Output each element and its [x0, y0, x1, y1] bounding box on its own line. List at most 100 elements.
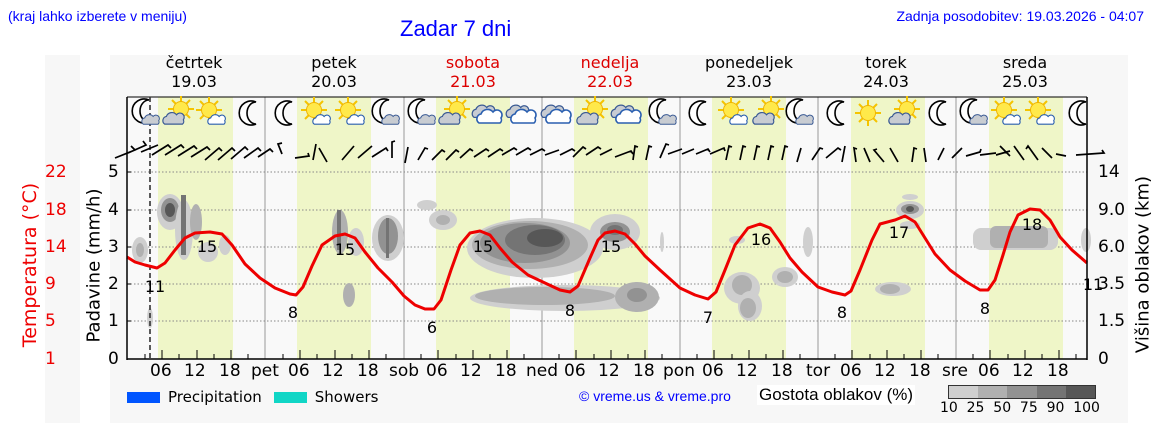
- hour-label: 06: [426, 361, 448, 381]
- tick: 0: [1098, 349, 1109, 369]
- x-axis-labels: 06 12 18 pet 06 12 18 sob 06 12 18 ned 0…: [0, 361, 1152, 383]
- precipitation-swatch: [127, 391, 160, 403]
- day-date: 19.03: [171, 72, 217, 91]
- last-update: Zadnja posodobitev: 19.03.2026 - 04:07: [896, 8, 1144, 24]
- day-name: ponedeljek: [705, 53, 793, 72]
- day-name: torek: [865, 53, 907, 72]
- tick: 1.5: [1098, 311, 1126, 331]
- tick: 0: [108, 349, 119, 369]
- svg-text:15: 15: [197, 237, 217, 256]
- precipitation-label: Precipitation: [168, 388, 262, 406]
- cloud-density-label: Gostota oblakov (%): [757, 385, 916, 405]
- density-swatch: [1036, 386, 1066, 398]
- temp-axis-panel: [45, 55, 80, 423]
- tick: 9: [45, 274, 56, 294]
- page-title: Zadar 7 dni: [400, 16, 512, 41]
- density-swatch: [978, 386, 1008, 398]
- day-short-label: pet: [251, 361, 279, 381]
- svg-text:7: 7: [703, 308, 713, 327]
- svg-text:15: 15: [601, 237, 621, 256]
- tick: 22: [45, 162, 67, 182]
- tick: 25: [966, 400, 985, 416]
- cloud-density-ticks: 10 25 50 75 90 100: [940, 400, 1100, 416]
- tick: 2: [108, 274, 119, 294]
- tick: 5: [108, 162, 119, 182]
- hour-label: 06: [288, 361, 310, 381]
- hour-label: 18: [219, 361, 241, 381]
- tick: 1: [45, 349, 56, 369]
- svg-text:17: 17: [889, 223, 909, 242]
- showers-swatch: [273, 391, 307, 403]
- tick: 75: [1019, 400, 1038, 416]
- hour-label: 12: [1012, 361, 1034, 381]
- temperature-line: [126, 207, 1088, 311]
- day-header: sobota 21.03: [404, 53, 542, 91]
- day-date: 24.03: [863, 72, 909, 91]
- day-name: sreda: [1002, 53, 1048, 72]
- hour-label: 12: [598, 361, 620, 381]
- svg-text:15: 15: [473, 237, 493, 256]
- day-header: četrtek 19.03: [125, 53, 263, 91]
- copyright-link[interactable]: © vreme.us & vreme.pro: [579, 388, 731, 404]
- showers-label: Showers: [314, 388, 379, 406]
- tick: 90: [1046, 400, 1065, 416]
- day-date: 22.03: [587, 72, 633, 91]
- hour-label: 12: [874, 361, 896, 381]
- day-name: četrtek: [165, 53, 223, 72]
- temp-axis-label: Temperatura (°C): [19, 182, 41, 348]
- day-header: torek 24.03: [817, 53, 955, 91]
- day-short-label: pon: [663, 361, 695, 381]
- density-swatch: [1007, 386, 1037, 398]
- svg-text:11: 11: [1083, 275, 1103, 294]
- day-name: sobota: [445, 53, 501, 72]
- day-header: petek 20.03: [265, 53, 403, 91]
- x-ticks: [144, 350, 1077, 359]
- day-date: 25.03: [1002, 72, 1048, 91]
- cloud-density-areas: [132, 194, 1091, 328]
- day-header: sreda 25.03: [956, 53, 1094, 91]
- svg-text:15: 15: [335, 240, 355, 259]
- tick: 14: [1098, 162, 1120, 182]
- day-name: nedelja: [580, 53, 640, 72]
- svg-text:8: 8: [837, 303, 847, 322]
- tick: 100: [1073, 400, 1100, 416]
- hour-label: 18: [909, 361, 931, 381]
- tick: 3: [108, 237, 119, 257]
- day-date: 23.03: [726, 72, 772, 91]
- hour-label: 12: [322, 361, 344, 381]
- hour-label: 18: [357, 361, 379, 381]
- day-short-label: sre: [942, 361, 968, 381]
- tick: 18: [45, 200, 67, 220]
- hour-label: 12: [460, 361, 482, 381]
- hour-label: 18: [495, 361, 517, 381]
- tick: 50: [993, 400, 1012, 416]
- tick: 6.0: [1098, 237, 1126, 257]
- day-separators: [264, 97, 957, 359]
- hour-label: 06: [978, 361, 1000, 381]
- day-date: 21.03: [450, 72, 496, 91]
- tick: 14: [45, 237, 67, 257]
- day-short-label: ned: [526, 361, 559, 381]
- hour-label: 18: [633, 361, 655, 381]
- day-name: petek: [311, 53, 357, 72]
- region-hint[interactable]: (kraj lahko izberete v meniju): [8, 8, 187, 24]
- precip-axis-label: Padavine (mm/h): [83, 188, 105, 343]
- svg-text:6: 6: [427, 318, 437, 337]
- hour-label: 06: [840, 361, 862, 381]
- wind-barbs: [114, 140, 1106, 164]
- tick: 9.0: [1098, 200, 1126, 220]
- hour-label: 12: [184, 361, 206, 381]
- legend: Precipitation Showers: [127, 387, 378, 407]
- day-date: 20.03: [311, 72, 357, 91]
- temperature-labels: 11 15 8 15 6 15 8 15 7 16 8 17 8 18 11: [145, 215, 1103, 337]
- hour-label: 06: [564, 361, 586, 381]
- density-swatch: [1065, 386, 1096, 398]
- day-short-label: sob: [389, 361, 420, 381]
- tick: 4: [108, 200, 119, 220]
- tick: 5: [45, 311, 56, 331]
- svg-text:8: 8: [980, 299, 990, 318]
- svg-text:8: 8: [288, 303, 298, 322]
- hour-label: 18: [1047, 361, 1069, 381]
- svg-text:8: 8: [565, 301, 575, 320]
